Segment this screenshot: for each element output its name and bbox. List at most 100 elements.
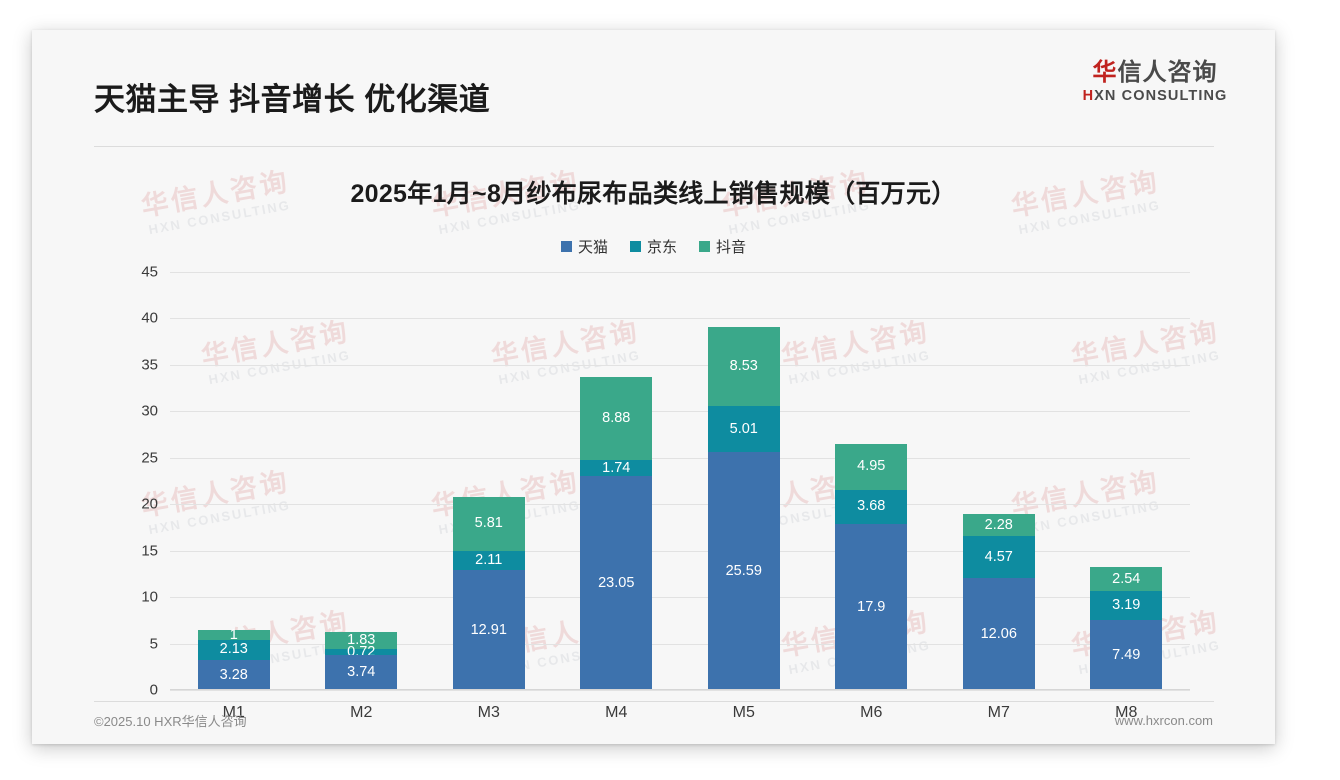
y-axis-tick-label: 0 <box>149 681 158 699</box>
y-axis-tick-label: 5 <box>149 635 158 653</box>
stacked-bar[interactable]: 1 2.13 3.28 <box>197 628 270 690</box>
bar-segment-京东[interactable]: 4.57 <box>962 535 1035 578</box>
legend-label: 天猫 <box>577 239 608 256</box>
y-axis-tick-label: 10 <box>141 588 158 606</box>
chart-legend: 天猫 京东 抖音 <box>32 236 1275 257</box>
bar-segment-抖音[interactable]: 8.53 <box>707 326 780 406</box>
bar-segment-抖音[interactable]: 4.95 <box>835 443 908 490</box>
y-axis-tick-label: 35 <box>141 356 158 374</box>
y-axis-tick-label: 25 <box>141 449 158 467</box>
bar-value-label: 4.57 <box>984 548 1013 565</box>
bar-segment-抖音[interactable]: 1.83 <box>325 631 398 649</box>
y-axis-tick-label: 40 <box>141 309 158 327</box>
logo-chinese-text: 华信人咨询 <box>1065 60 1245 85</box>
gridline: 30 <box>141 403 1190 420</box>
slide-header: 天猫主导 抖音增长 优化渠道 华信人咨询 HXN CONSULTING <box>32 30 1275 147</box>
plot-area: 45 40 35 30 25 20 15 10 5 0 1 2.13 3.28 M1 1.83 0.72 3.… <box>141 264 1191 721</box>
stacked-bar[interactable]: 4.95 3.68 17.9 <box>835 443 908 690</box>
bar-group-m8: 2.54 3.19 7.49 M8 <box>1063 272 1191 721</box>
logo-cn-accent: 华 <box>1092 59 1118 86</box>
y-axis-tick-label: 15 <box>141 542 158 560</box>
legend-item-1[interactable]: 京东 <box>629 236 677 257</box>
bar-value-label: 1.83 <box>347 631 376 648</box>
stacked-bar[interactable]: 8.53 5.01 25.59 <box>707 326 780 690</box>
company-logo: 华信人咨询 HXN CONSULTING <box>1065 60 1245 104</box>
stacked-bar[interactable]: 2.28 4.57 12.06 <box>962 514 1035 690</box>
x-axis-tick-label: M3 <box>477 704 500 721</box>
legend-item-0[interactable]: 天猫 <box>560 236 608 257</box>
bar-value-label: 3.68 <box>857 498 886 515</box>
x-axis-tick-label: M8 <box>1115 704 1138 721</box>
bar-value-label: 3.28 <box>219 666 248 683</box>
y-axis-tick-label: 45 <box>141 263 158 281</box>
gridline: 20 <box>141 496 1190 513</box>
bar-segment-天猫[interactable]: 12.91 <box>452 570 525 690</box>
bar-value-label: 3.74 <box>347 664 376 681</box>
bar-segment-抖音[interactable]: 2.54 <box>1090 567 1163 591</box>
footer-copyright: ©2025.10 HXR华信人咨询 <box>94 714 247 729</box>
bar-segment-京东[interactable]: 0.72 <box>325 645 398 659</box>
bar-value-label: 8.88 <box>602 410 631 427</box>
stacked-bar[interactable]: 8.88 1.74 23.05 <box>580 377 653 690</box>
bar-segment-抖音[interactable]: 2.28 <box>962 514 1035 536</box>
bar-group-m7: 2.28 4.57 12.06 M7 <box>935 272 1063 721</box>
footer-divider <box>94 701 1214 702</box>
bar-segment-天猫[interactable]: 12.06 <box>962 577 1035 690</box>
bar-group-m6: 4.95 3.68 17.9 M6 <box>808 272 936 721</box>
logo-en-accent: H <box>1082 88 1095 105</box>
bar-value-label: 8.53 <box>729 357 758 374</box>
page-title: 天猫主导 抖音增长 优化渠道 <box>94 82 491 117</box>
bar-segment-天猫[interactable]: 25.59 <box>707 452 780 690</box>
gridline: 40 <box>141 310 1190 327</box>
stacked-bar[interactable]: 1.83 0.72 3.74 <box>325 631 398 690</box>
bar-segment-抖音[interactable]: 5.81 <box>452 496 525 551</box>
bar-value-label: 12.06 <box>980 625 1017 642</box>
bar-segment-京东[interactable]: 2.13 <box>197 639 270 660</box>
gridline: 0 <box>150 682 1190 699</box>
footer-website[interactable]: www.hxrcon.com <box>1114 713 1213 728</box>
bar-group-m3: 5.81 2.11 12.91 M3 <box>425 272 553 721</box>
legend-swatch-icon <box>629 241 641 252</box>
gridline: 25 <box>141 449 1190 466</box>
bar-segment-京东[interactable]: 5.01 <box>707 405 780 453</box>
bar-group-m4: 8.88 1.74 23.05 M4 <box>553 272 681 721</box>
logo-cn-rest: 信人咨询 <box>1117 59 1218 86</box>
bar-value-label: 17.9 <box>857 598 886 615</box>
bar-segment-天猫[interactable]: 17.9 <box>835 523 908 690</box>
bar-value-label: 23.05 <box>598 574 635 591</box>
bar-segment-天猫[interactable]: 3.28 <box>197 659 270 690</box>
x-axis-tick-label: M2 <box>350 704 373 721</box>
gridline: 10 <box>141 589 1190 606</box>
bar-segment-天猫[interactable]: 23.05 <box>580 475 653 690</box>
bar-segment-京东[interactable]: 3.19 <box>1090 590 1163 621</box>
bar-segment-京东[interactable]: 2.11 <box>452 550 525 571</box>
legend-item-2[interactable]: 抖音 <box>699 236 746 257</box>
bar-value-label: 25.59 <box>725 562 762 579</box>
bar-value-label: 2.28 <box>984 516 1013 533</box>
bar-segment-抖音[interactable]: 8.88 <box>580 377 653 460</box>
stacked-bar[interactable]: 2.54 3.19 7.49 <box>1090 567 1163 690</box>
logo-en-rest: XN CONSULTING <box>1094 88 1228 105</box>
bar-value-label: 1.74 <box>602 459 631 476</box>
bar-value-label: 3.19 <box>1112 597 1141 614</box>
bar-series-layer: 1 2.13 3.28 M1 1.83 0.72 3.74 M2 5.81 2.11 12.91 M3… <box>170 272 1191 721</box>
bar-group-m1: 1 2.13 3.28 M1 <box>170 272 298 721</box>
gridline: 5 <box>150 635 1190 652</box>
bar-segment-京东[interactable]: 3.68 <box>835 489 908 524</box>
bar-value-label: 5.01 <box>729 420 758 437</box>
bar-segment-抖音[interactable]: 1 <box>197 628 270 642</box>
bar-segment-京东[interactable]: 1.74 <box>580 459 653 476</box>
stacked-bar[interactable]: 5.81 2.11 12.91 <box>452 496 525 690</box>
bar-group-m2: 1.83 0.72 3.74 M2 <box>298 272 426 721</box>
legend-swatch-icon <box>699 241 710 252</box>
bar-segment-天猫[interactable]: 7.49 <box>1090 620 1163 690</box>
x-axis-tick-label: M4 <box>605 704 628 721</box>
slide: 华信人咨询 HXN CONSULTING 华信人咨询 HXN CONSULTING 华信… <box>32 30 1275 744</box>
x-axis-line <box>170 689 1190 690</box>
gridline: 35 <box>141 356 1190 373</box>
x-axis-tick-label: M6 <box>860 704 883 721</box>
chart-title: 2025年1月~8月纱布尿布品类线上销售规模（百万元） <box>350 180 957 208</box>
x-axis-tick-label: M5 <box>732 704 755 721</box>
bar-segment-天猫[interactable]: 3.74 <box>325 655 398 690</box>
y-axis-tick-label: 20 <box>141 495 158 513</box>
